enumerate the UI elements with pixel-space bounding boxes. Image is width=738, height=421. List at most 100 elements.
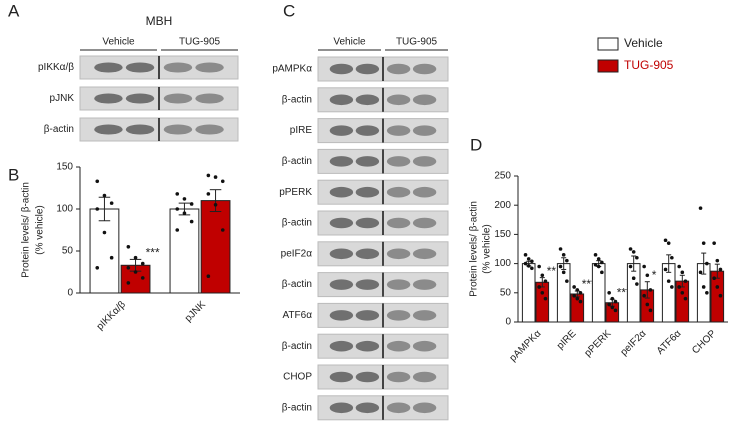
legend-swatch	[597, 59, 619, 73]
data-point	[220, 228, 225, 232]
data-point	[206, 173, 211, 178]
group-label: Vehicle	[102, 37, 135, 48]
blot-band	[125, 124, 155, 135]
blot-band	[125, 93, 155, 104]
data-point	[537, 285, 541, 289]
data-point	[572, 293, 576, 298]
data-point	[206, 274, 211, 279]
data-point	[642, 293, 646, 298]
blot-band	[329, 156, 354, 167]
y-axis-label: Protein levels/ β-actin	[469, 201, 480, 297]
data-point	[666, 241, 671, 245]
blot-band	[386, 125, 411, 136]
data-point	[715, 285, 720, 289]
data-point	[140, 261, 145, 266]
data-point	[95, 179, 100, 184]
data-point	[561, 270, 566, 275]
blot-band	[329, 217, 354, 229]
data-point	[645, 273, 650, 278]
blot-band	[386, 279, 411, 290]
blot-label: pIRE	[290, 125, 313, 136]
blot-band	[355, 340, 380, 352]
blot-band	[412, 217, 437, 229]
blot-band	[355, 94, 380, 106]
blot-label: ATF6α	[283, 310, 313, 321]
data-point	[607, 302, 611, 307]
data-point	[95, 207, 100, 211]
data-point	[600, 270, 604, 275]
blot-band	[412, 340, 437, 352]
data-point	[578, 291, 583, 295]
data-point	[182, 211, 187, 215]
blot-band	[329, 63, 354, 75]
data-point	[526, 257, 531, 261]
data-point	[701, 241, 706, 245]
blot-band	[329, 94, 354, 106]
data-point	[607, 291, 611, 295]
blot-band	[355, 186, 380, 198]
data-point	[95, 266, 100, 270]
data-point	[683, 296, 688, 301]
data-point	[175, 228, 180, 232]
y-axis-label: (% vehicle)	[482, 224, 493, 273]
significance: ***	[146, 246, 160, 260]
data-point	[635, 282, 639, 286]
legend-label: TUG-905	[624, 58, 674, 72]
data-point	[206, 192, 211, 196]
blot-band	[329, 310, 354, 321]
data-point	[670, 255, 674, 260]
data-point	[635, 255, 639, 260]
data-point	[698, 270, 703, 275]
data-point	[648, 308, 653, 313]
data-point	[558, 247, 563, 251]
blot-band	[355, 248, 380, 260]
blot-band	[329, 125, 354, 136]
bar	[200, 200, 231, 294]
data-point	[140, 276, 145, 280]
data-point	[718, 293, 723, 298]
panel-letter: A	[8, 1, 20, 20]
blot-band	[94, 62, 123, 73]
data-point	[543, 279, 548, 283]
blot-band	[386, 402, 411, 414]
blot-band	[329, 340, 354, 352]
data-point	[593, 253, 598, 257]
data-point	[540, 291, 545, 295]
blot-band	[355, 125, 380, 136]
significance: **	[547, 264, 557, 278]
data-point	[523, 253, 528, 257]
data-point	[670, 285, 674, 289]
data-point	[705, 291, 709, 295]
blot-band	[94, 93, 123, 104]
blot-band	[412, 248, 437, 260]
data-point	[523, 261, 528, 266]
data-point	[540, 273, 545, 278]
data-point	[677, 264, 681, 269]
data-point	[558, 264, 563, 269]
y-tick-label: 0	[67, 288, 73, 299]
blot-band	[386, 248, 411, 260]
y-tick-label: 50	[62, 246, 74, 257]
group-label: TUG-905	[396, 37, 438, 48]
blot-band	[329, 402, 354, 414]
data-point	[575, 288, 580, 292]
y-tick-label: 150	[56, 162, 73, 173]
blot-band	[329, 248, 354, 260]
data-point	[565, 258, 569, 263]
data-point	[628, 264, 633, 269]
blot-label: β-actin	[282, 94, 312, 105]
blot-band	[355, 217, 380, 229]
blot-band	[386, 186, 411, 198]
blot-band	[412, 371, 437, 383]
data-point	[645, 302, 650, 307]
y-tick-label: 150	[494, 229, 511, 240]
data-point	[109, 255, 114, 260]
data-point	[213, 175, 218, 179]
legend-label: Vehicle	[624, 36, 663, 50]
blot-band	[386, 63, 411, 75]
y-tick-label: 50	[500, 287, 512, 298]
data-point	[715, 258, 720, 263]
blot-label: β-actin	[282, 279, 312, 290]
data-point	[705, 261, 709, 266]
data-point	[526, 264, 531, 268]
